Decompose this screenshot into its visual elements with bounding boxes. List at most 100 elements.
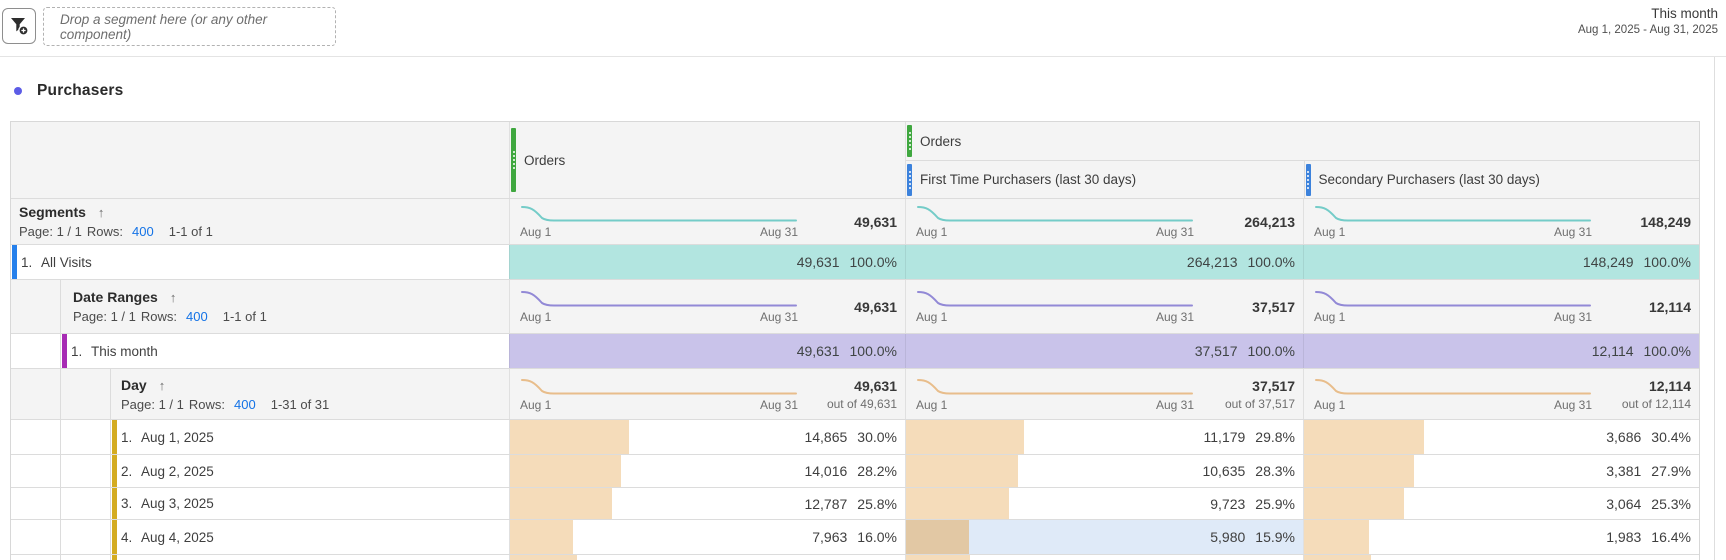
rows-per-page-link[interactable]: 400: [186, 309, 208, 324]
this-month-row-label[interactable]: 1. This month: [11, 334, 509, 368]
sort-ascending-icon[interactable]: ↑: [97, 205, 105, 220]
day-row-label[interactable]: 4. Aug 4, 2025: [11, 520, 509, 554]
add-filter-button[interactable]: [2, 8, 36, 44]
segment-accent-bar: [12, 245, 17, 279]
sparkline: [1315, 206, 1591, 222]
data-cell[interactable]: [509, 555, 905, 560]
value-bar: [906, 555, 970, 560]
column-drag-handle-icon[interactable]: [907, 125, 912, 157]
table-header-row: Orders Orders First Time Purchasers (las…: [11, 122, 1699, 198]
sparkline: [917, 378, 1193, 394]
this-month-row: 1. This month 49,631 100.0% 37,517 100.0% …: [11, 333, 1699, 368]
day-orders-summary-cell[interactable]: Aug 1 Aug 31 49,631 out of 49,631: [509, 369, 905, 419]
header-corner-cell: [11, 122, 509, 198]
day-row-label[interactable]: 2. Aug 2, 2025: [11, 455, 509, 487]
sparkline: [917, 206, 1193, 222]
sort-ascending-icon[interactable]: ↑: [169, 290, 177, 305]
day-secondary-summary-cell[interactable]: Aug 1 Aug 31 12,114 out of 12,114: [1303, 369, 1699, 419]
rows-per-page-link[interactable]: 400: [132, 224, 154, 239]
data-cell-selected[interactable]: 5,980 15.9%: [905, 520, 1303, 554]
column-header-first-time-purchasers[interactable]: First Time Purchasers (last 30 days): [906, 161, 1304, 198]
visualization-title: Purchasers: [14, 82, 123, 100]
all-visits-first-time-cell[interactable]: 264,213 100.0%: [905, 245, 1303, 279]
segments-orders-summary-cell[interactable]: Aug 1 Aug 31 49,631: [509, 199, 905, 244]
table-row: 1. Aug 1, 2025 14,865 30.0% 11,179 29.8% 3…: [11, 419, 1699, 454]
date-range-dates: Aug 1, 2025 - Aug 31, 2025: [1577, 24, 1718, 36]
funnel-plus-icon: [9, 16, 29, 36]
date-ranges-secondary-summary-cell[interactable]: Aug 1 Aug 31 12,114: [1303, 280, 1699, 333]
sparkline: [1315, 291, 1591, 307]
column-drag-handle-icon[interactable]: [907, 163, 912, 196]
segments-secondary-summary-cell[interactable]: Aug 1 Aug 31 148,249: [1303, 199, 1699, 244]
data-cell[interactable]: 1,983 16.4%: [1303, 520, 1699, 554]
all-visits-secondary-cell[interactable]: 148,249 100.0%: [1303, 245, 1699, 279]
day-accent-bar: [112, 488, 117, 519]
value-bar: [1304, 455, 1415, 487]
value-bar: [510, 455, 622, 487]
segments-dimension-header[interactable]: Segments ↑ Page: 1 / 1 Rows: 400 1-1 of 1: [19, 204, 213, 239]
data-cell[interactable]: [1303, 555, 1699, 560]
table-row: 2. Aug 2, 2025 14,016 28.2% 10,635 28.3% 3…: [11, 454, 1699, 487]
rows-per-page-link[interactable]: 400: [234, 396, 256, 412]
column-drag-handle-icon[interactable]: [1305, 163, 1311, 196]
table-row: 3. Aug 3, 2025 12,787 25.8% 9,723 25.9% 3,…: [11, 487, 1699, 519]
all-visits-orders-cell[interactable]: 49,631 100.0%: [509, 245, 905, 279]
data-cell[interactable]: 14,016 28.2%: [509, 455, 905, 487]
day-first-time-summary-cell[interactable]: Aug 1 Aug 31 37,517 out of 37,517: [905, 369, 1303, 419]
column-drag-handle-icon[interactable]: [511, 128, 516, 192]
value-bar: [510, 420, 629, 454]
data-cell[interactable]: 3,381 27.9%: [1303, 455, 1699, 487]
value-bar: [906, 455, 1019, 487]
column-header-orders[interactable]: Orders: [509, 122, 905, 198]
panel-date-range[interactable]: This month Aug 1, 2025 - Aug 31, 2025: [1578, 6, 1718, 36]
data-cell[interactable]: 3,064 25.3%: [1303, 488, 1699, 519]
data-cell[interactable]: 7,963 16.0%: [509, 520, 905, 554]
column-header-secondary-purchasers[interactable]: Secondary Purchasers (last 30 days): [1303, 161, 1700, 198]
panel-right-divider: [1714, 57, 1715, 560]
segments-first-time-summary-cell[interactable]: Aug 1 Aug 31 264,213: [905, 199, 1303, 244]
data-cell[interactable]: [905, 555, 1303, 560]
day-accent-bar: [112, 455, 117, 487]
day-row-label[interactable]: [11, 555, 509, 560]
column-header-orders-group[interactable]: Orders: [906, 122, 1699, 160]
segment-drop-bar: Drop a segment here (or any other compon…: [0, 0, 1726, 57]
data-cell[interactable]: 12,787 25.8%: [509, 488, 905, 519]
date-range-accent-bar: [62, 334, 67, 368]
data-cell[interactable]: 14,865 30.0%: [509, 420, 905, 454]
data-cell[interactable]: 3,686 30.4%: [1303, 420, 1699, 454]
freeform-table: Orders Orders First Time Purchasers (las…: [10, 121, 1700, 560]
indent-gutter: [11, 280, 61, 333]
day-accent-bar: [112, 520, 117, 554]
this-month-secondary-cell[interactable]: 12,114 100.0%: [1303, 334, 1699, 368]
sparkline: [521, 291, 797, 307]
all-visits-row-label[interactable]: 1. All Visits: [11, 245, 509, 279]
table-row: 4. Aug 4, 2025 7,963 16.0% 5,980 15.9% 1,9…: [11, 519, 1699, 554]
this-month-first-time-cell[interactable]: 37,517 100.0%: [905, 334, 1303, 368]
sparkline: [521, 206, 797, 222]
day-row-label[interactable]: 3. Aug 3, 2025: [11, 488, 509, 519]
data-cell[interactable]: 11,179 29.8%: [905, 420, 1303, 454]
segment-drop-placeholder: Drop a segment here (or any other compon…: [60, 11, 268, 42]
sparkline: [521, 378, 797, 394]
date-ranges-dimension-header[interactable]: Date Ranges ↑ Page: 1 / 1 Rows: 400 1-1 of 1: [11, 280, 509, 333]
segments-summary-row: Segments ↑ Page: 1 / 1 Rows: 400 1-1 of 1 Au…: [11, 198, 1699, 244]
segment-drop-zone[interactable]: Drop a segment here (or any other compon…: [43, 7, 336, 46]
indent-gutter: [11, 334, 61, 368]
data-cell[interactable]: 10,635 28.3%: [905, 455, 1303, 487]
indent-gutter: [11, 369, 61, 419]
day-summary-row: Day ↑ Page: 1 / 1 Rows: 400 1-31 of 31 Aug 1…: [11, 368, 1699, 419]
value-bar: [906, 420, 1025, 454]
date-ranges-first-time-summary-cell[interactable]: Aug 1 Aug 31 37,517: [905, 280, 1303, 333]
table-row-partial: [11, 554, 1699, 560]
date-range-title: This month: [1651, 6, 1718, 21]
day-dimension-header[interactable]: Day ↑ Page: 1 / 1 Rows: 400 1-31 of 31: [11, 369, 509, 419]
date-ranges-orders-summary-cell[interactable]: Aug 1 Aug 31 49,631: [509, 280, 905, 333]
data-cell[interactable]: 9,723 25.9%: [905, 488, 1303, 519]
value-bar: [906, 488, 1009, 519]
indent-gutter: [61, 369, 111, 419]
day-row-label[interactable]: 1. Aug 1, 2025: [11, 420, 509, 454]
day-accent-bar: [112, 555, 117, 560]
sort-ascending-icon[interactable]: ↑: [158, 377, 166, 393]
value-bar: [1304, 555, 1372, 560]
this-month-orders-cell[interactable]: 49,631 100.0%: [509, 334, 905, 368]
